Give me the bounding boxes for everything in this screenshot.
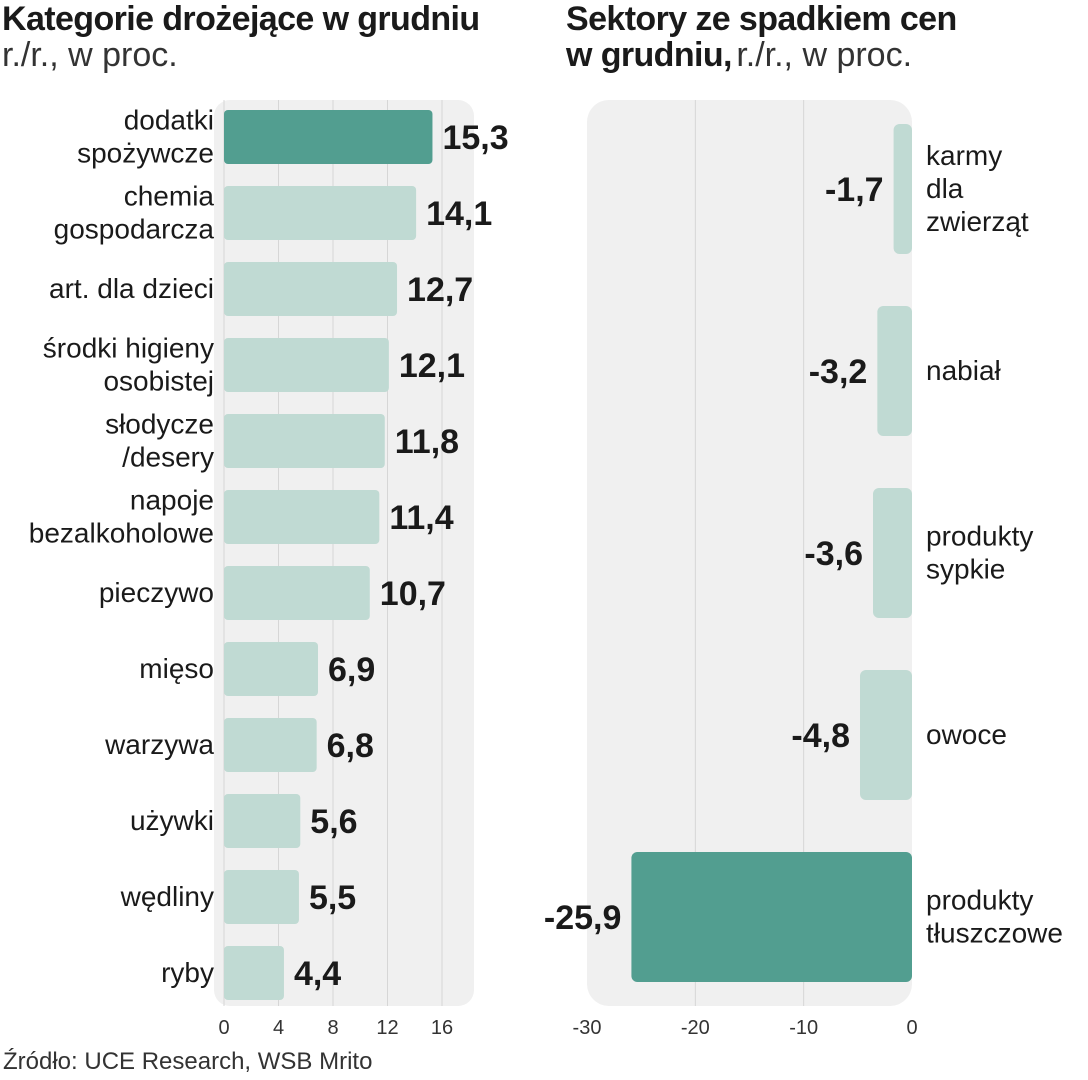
left-bar-value-label: 12,7 [407,271,473,309]
right-chart-title-block: Sektory ze spadkiem cen w grudniu, r./r.… [566,0,1086,74]
left-x-tick-label: 12 [376,1017,398,1039]
right-category-label-line: tłuszczowe [926,918,1063,949]
right-category-label: karmy dla zwierząt [926,140,1029,237]
left-category-label-line: art. dla dzieci [49,273,214,304]
left-category-label-line: wędliny [120,881,214,912]
left-category-label: wędliny [120,881,214,912]
right-chart-subtitle: r./r., w proc. [736,35,913,74]
left-category-label-line: bezalkoholowe [29,518,214,549]
left-x-tick-label: 8 [327,1017,338,1039]
left-bar [224,414,385,468]
left-chart-title-block: Kategorie drożejące w grudniu r./r., w p… [2,0,542,74]
left-bar [224,794,301,848]
left-bar-value-label: 4,4 [294,955,341,993]
left-bar [224,186,417,240]
left-bar [224,642,319,696]
left-bar-value-label: 14,1 [426,195,492,233]
right-category-label: owoce [926,719,1007,750]
left-category-label: art. dla dzieci [49,273,214,304]
right-x-tick-label: -30 [573,1017,602,1039]
left-bar-value-label: 15,3 [442,119,508,157]
left-category-label: chemia gospodarcza [54,181,215,245]
right-category-label-line: owoce [926,719,1007,750]
left-bar-value-label: 5,5 [309,879,356,917]
left-bar [224,870,299,924]
left-bar [224,110,433,164]
right-bar-value-label: -1,7 [825,171,884,209]
left-category-label: używki [130,805,214,836]
right-bar-value-label: -3,6 [804,535,863,573]
right-chart-title-line2: w grudniu, [566,35,732,74]
left-category-label: napoje bezalkoholowe [29,485,214,549]
right-bar [877,306,912,436]
source-note: Źródło: UCE Research, WSB Mrito [3,1048,373,1075]
left-category-label: ryby [161,957,214,988]
right-category-label-line: produkty [926,885,1033,916]
left-chart-title: Kategorie drożejące w grudniu [2,0,480,38]
left-category-label-line: używki [130,805,214,836]
left-category-label: warzywa [104,729,214,760]
left-bar [224,946,284,1000]
left-category-label-line: mięso [139,653,214,684]
right-chart-panel [587,100,912,1006]
left-category-label-line: warzywa [104,729,214,760]
left-category-label-line: chemia [124,181,215,212]
right-category-label-line: dla [926,173,964,204]
left-category-label-line: osobistej [103,366,214,397]
right-x-tick-label: -10 [789,1017,818,1039]
left-bar [224,338,389,392]
left-category-label: mięso [139,653,214,684]
left-category-label-line: ryby [161,957,214,988]
right-category-label-line: karmy [926,140,1002,171]
left-bar [224,566,370,620]
left-category-label-line: dodatki [124,105,214,136]
right-category-label: produkty sypkie [926,521,1033,585]
right-category-label: nabiał [926,355,1002,386]
left-bar-value-label: 6,9 [328,651,375,689]
left-x-tick-label: 4 [273,1017,284,1039]
left-chart-plot: 0 4 8 12 16 15,3 dodatki spożywcze 14,1 chemia gos… [29,100,509,1039]
left-category-label: środki higieny osobistej [43,333,214,397]
left-bar [224,718,317,772]
left-category-label-line: pieczywo [99,577,214,608]
right-x-tick-label: -20 [681,1017,710,1039]
right-bar [893,124,912,254]
left-category-label-line: napoje [130,485,214,516]
right-category-label-line: sypkie [926,554,1005,585]
right-category-label-line: nabiał [926,355,1002,386]
right-category-label-line: zwierząt [926,206,1029,237]
left-category-label: słodycze/desery [105,409,214,473]
left-category-label-line: /desery [122,442,214,473]
right-chart-plot: -30 -20 -10 0 -1,7 karmy dla zwierząt -3,2 nabiał… [544,100,1063,1039]
left-x-tick-label: 0 [218,1017,229,1039]
right-bar [631,852,912,982]
right-x-tick-label: 0 [906,1017,917,1039]
right-category-label: produkty tłuszczowe [926,885,1063,949]
left-bar-value-label: 10,7 [380,575,446,613]
left-category-label-line: spożywcze [77,138,214,169]
right-bar-value-label: -4,8 [791,717,850,755]
right-bar [860,670,912,800]
left-category-label: pieczywo [99,577,214,608]
left-category-label: dodatki spożywcze [77,105,214,169]
left-chart-subtitle: r./r., w proc. [2,35,178,74]
left-x-tick-label: 16 [431,1017,453,1039]
right-chart-title: Sektory ze spadkiem cen [566,0,957,38]
left-category-label-line: słodycze [105,409,214,440]
right-bar [873,488,912,618]
left-bar-value-label: 6,8 [327,727,374,765]
left-bar-value-label: 11,8 [395,423,459,461]
left-bar [224,262,398,316]
right-bar-value-label: -3,2 [809,353,868,391]
left-category-label-line: gospodarcza [54,214,215,245]
left-bar [224,490,380,544]
right-bar-value-label: -25,9 [544,899,622,937]
left-bar-value-label: 5,6 [310,803,357,841]
left-category-label-line: środki higieny [43,333,214,364]
left-bar-value-label: 12,1 [399,347,465,385]
right-category-label-line: produkty [926,521,1033,552]
left-bar-value-label: 11,4 [389,499,453,537]
